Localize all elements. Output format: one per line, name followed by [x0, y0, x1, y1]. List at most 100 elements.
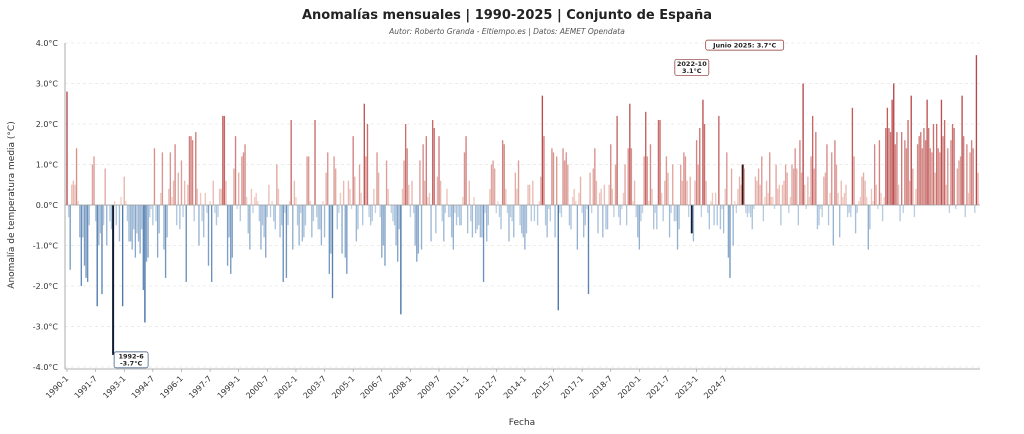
bar	[908, 180, 911, 205]
bar	[295, 196, 297, 205]
bar	[567, 164, 569, 205]
annotation-box	[705, 39, 785, 51]
bar	[961, 95, 963, 205]
bar	[877, 205, 879, 210]
bar	[443, 205, 445, 242]
bar	[498, 205, 501, 218]
bar	[269, 205, 272, 218]
bar	[729, 205, 731, 278]
bar	[393, 205, 396, 226]
bar	[381, 205, 383, 258]
bar	[366, 124, 369, 205]
bar	[872, 200, 874, 205]
bar	[749, 205, 752, 218]
x-tick-label: 2008-1	[387, 374, 413, 400]
bar	[398, 205, 400, 230]
x-tick-label: 1991-7	[73, 374, 99, 400]
x-tick-label: 1996-1	[158, 374, 184, 400]
bar	[797, 205, 800, 226]
bar	[419, 160, 421, 205]
bar	[632, 200, 634, 205]
x-tick-label: 1999-1	[216, 374, 242, 400]
bar	[88, 205, 90, 226]
bar	[309, 200, 311, 205]
bar	[323, 205, 326, 238]
bar	[230, 205, 232, 274]
bar	[603, 184, 606, 205]
x-tick-label: 2006-7	[359, 374, 385, 400]
bar	[942, 136, 944, 205]
bar	[93, 156, 95, 205]
y-tick-label: -3.0°C	[33, 323, 59, 332]
bar	[71, 184, 73, 205]
bar	[656, 205, 658, 230]
bar	[177, 172, 179, 205]
bar	[492, 160, 494, 205]
bar	[328, 205, 331, 274]
bar	[667, 172, 669, 205]
bar	[753, 205, 755, 210]
bar	[169, 152, 172, 205]
bar	[638, 205, 641, 250]
annotation-box	[674, 59, 710, 76]
bar	[120, 196, 122, 205]
bar	[708, 205, 710, 230]
bar	[904, 140, 906, 205]
bar	[570, 205, 572, 230]
bar	[711, 192, 714, 205]
bar	[931, 152, 933, 205]
bar	[664, 180, 666, 205]
bar	[759, 184, 761, 205]
bar	[86, 205, 89, 282]
bar	[969, 152, 971, 205]
bar	[557, 205, 559, 311]
bar	[215, 205, 218, 226]
x-tick-label: 1990-1	[44, 374, 70, 400]
bar	[800, 172, 803, 205]
bar	[646, 156, 648, 205]
bar	[384, 205, 386, 266]
bar	[975, 55, 978, 206]
bar	[133, 205, 135, 230]
bar	[126, 205, 129, 222]
bar	[195, 132, 197, 205]
bar	[912, 168, 914, 205]
bar	[789, 196, 792, 205]
bar	[697, 164, 699, 205]
bar	[242, 152, 245, 205]
bar	[810, 156, 812, 205]
bar	[317, 205, 319, 230]
bar	[757, 168, 760, 205]
bar	[263, 205, 265, 238]
bar	[156, 205, 159, 258]
bar	[974, 205, 976, 214]
bar	[769, 152, 771, 205]
bar	[411, 180, 413, 205]
bar	[563, 160, 566, 205]
bar	[83, 205, 86, 266]
bar	[740, 184, 742, 205]
bar	[818, 205, 820, 226]
bar	[605, 205, 607, 230]
bar	[115, 205, 117, 226]
bar	[330, 205, 332, 254]
bar	[945, 184, 947, 205]
bar	[707, 205, 709, 214]
bar	[357, 205, 359, 230]
bar	[444, 205, 447, 214]
bar	[635, 205, 637, 218]
bar	[648, 200, 650, 205]
bar	[713, 205, 715, 226]
bar	[595, 180, 598, 205]
bar	[767, 192, 769, 205]
annotation: 1992-6-3.7°C	[113, 351, 149, 369]
bar	[935, 124, 938, 205]
bar	[293, 180, 296, 205]
bar	[675, 205, 677, 222]
bar	[174, 144, 176, 205]
bar	[761, 156, 763, 205]
bar	[788, 205, 790, 214]
bar	[306, 156, 308, 205]
bar	[530, 205, 532, 222]
bar	[807, 176, 809, 205]
